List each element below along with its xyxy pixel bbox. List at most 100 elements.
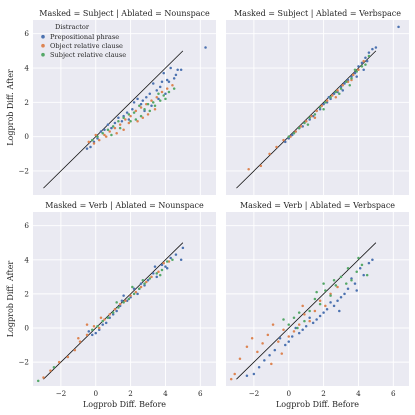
data-point [280,352,284,355]
data-point [303,313,306,316]
data-point [172,87,176,90]
data-point [136,97,139,101]
data-point [129,294,132,297]
data-point [52,365,56,369]
data-point [115,131,118,135]
data-point [304,325,308,328]
data-point [138,104,141,108]
data-point [124,118,127,121]
x-tick-label: 2 [321,389,326,398]
data-point [148,92,152,96]
data-point [132,292,136,296]
data-point [296,326,299,330]
data-point [148,277,152,280]
data-point [292,330,296,333]
data-point [329,95,332,99]
data-point [257,365,261,369]
data-point [165,267,169,270]
data-point [78,340,82,343]
data-point [157,92,160,96]
data-point [324,289,327,292]
data-point [238,357,242,360]
data-point [131,285,134,289]
data-point [245,345,249,349]
data-point [174,73,178,77]
plot-background [33,20,216,195]
data-point [336,299,339,302]
data-point [167,260,171,263]
data-point [150,99,153,102]
x-axis-label: Logprob Diff. Before [276,400,359,409]
data-point [289,135,292,138]
data-point [158,99,162,102]
data-point [155,272,158,275]
data-point [101,323,104,326]
data-point [42,376,45,379]
data-point [284,140,287,144]
data-point [336,89,339,92]
data-point [301,328,304,331]
data-point [204,46,207,49]
panel-title: Masked = Subject | Ablated = Nounspace [39,9,210,18]
data-point [125,111,129,114]
data-point [85,333,89,337]
y-tick-label: 0 [24,132,29,141]
data-point [118,123,122,126]
data-point [176,68,179,72]
y-axis-label: Logprob Diff. After [6,261,15,338]
data-point [158,85,162,89]
data-point [101,319,104,323]
data-point [134,109,138,113]
data-point [104,135,108,138]
data-point [310,114,313,118]
data-point [245,374,249,378]
data-point [115,309,118,313]
data-point [338,309,341,313]
data-point [157,97,160,101]
data-point [303,319,306,323]
data-point [92,142,96,145]
data-point [362,68,365,72]
legend-entry: Subject relative clause [50,51,126,59]
data-point [322,282,325,285]
data-point [292,131,296,135]
data-point [132,101,136,104]
data-point [97,138,101,142]
data-point [345,80,348,84]
data-point [345,282,348,285]
data-point [275,145,278,149]
data-point [103,128,106,132]
data-point [362,59,365,63]
data-point [152,101,155,104]
data-point [122,114,125,118]
data-point [355,75,358,78]
legend-marker [41,43,45,48]
data-point [97,326,101,330]
data-point [303,121,306,125]
data-point [334,95,338,99]
data-point [277,340,280,343]
data-point [92,140,96,144]
data-point [103,133,106,137]
data-point [124,299,127,302]
data-point [153,104,157,108]
data-point [299,125,303,128]
data-point [152,272,155,275]
data-point [85,323,89,326]
x-axis-label: Logprob Diff. Before [83,400,166,409]
y-tick-label: 0 [24,324,29,333]
x-tick-label: 2 [128,389,133,398]
data-point [315,109,318,113]
data-point [172,77,176,80]
data-point [311,114,315,118]
data-point [139,282,143,285]
data-point [308,116,311,120]
data-point [339,275,343,279]
x-tick-label: 0 [93,389,98,398]
data-point [57,360,61,364]
data-point [153,107,157,111]
data-point [351,73,355,77]
data-point [139,102,143,106]
data-point [311,321,315,325]
data-point [263,359,266,362]
